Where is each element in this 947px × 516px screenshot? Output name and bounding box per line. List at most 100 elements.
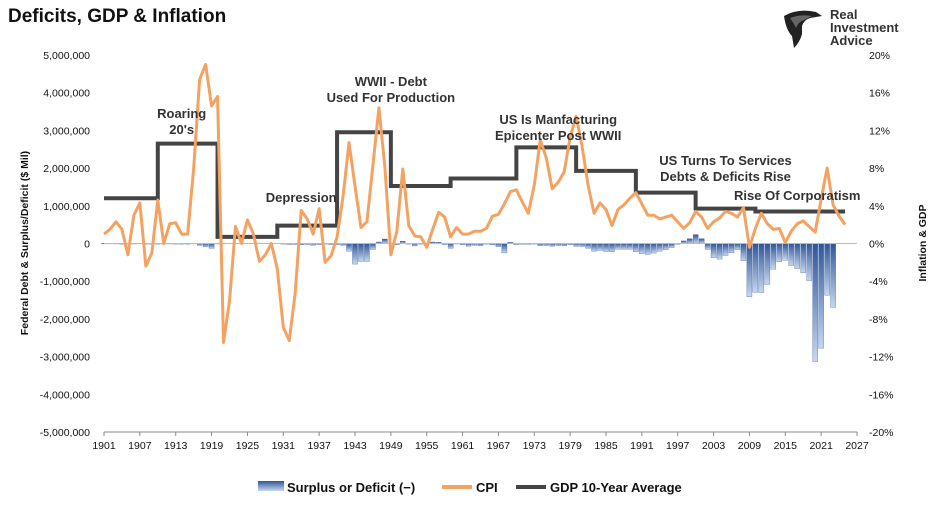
deficit-bar — [698, 238, 705, 244]
deficit-bar — [627, 243, 633, 250]
deficit-bars — [101, 234, 836, 362]
deficit-bar — [704, 243, 711, 250]
x-tick-label: 1991 — [630, 440, 654, 452]
x-tick-label: 1967 — [487, 440, 511, 452]
series-lines — [103, 62, 847, 344]
deficit-bar — [770, 243, 777, 270]
deficit-bar — [752, 243, 759, 293]
y-left-tick-label: -4,000,000 — [40, 389, 90, 401]
y-left-tick-label: -5,000,000 — [40, 427, 90, 439]
brand-name: Real Investment Advice — [830, 7, 899, 48]
legend-label-deficit: Surplus or Deficit (−) — [287, 480, 415, 495]
deficit-bar — [818, 243, 824, 349]
legend-swatch-deficit — [258, 481, 284, 491]
x-tick-label: 2021 — [809, 440, 833, 452]
x-tick-label: 1901 — [92, 440, 116, 452]
deficit-bar — [657, 243, 663, 252]
x-tick-label: 1937 — [307, 440, 331, 452]
deficit-bar — [663, 243, 669, 250]
deficit-bar — [806, 243, 812, 281]
y-right-tick-label: 0% — [869, 239, 884, 251]
deficit-bar — [716, 243, 723, 260]
x-tick-label: 1997 — [666, 440, 690, 452]
deficit-bar — [669, 243, 675, 248]
gdp-10yr-avg-line — [104, 130, 846, 239]
deficit-bar — [776, 243, 783, 262]
deficit-bar — [352, 243, 358, 265]
deficit-bar — [603, 243, 609, 252]
deficit-bar — [615, 243, 621, 250]
deficit-bar — [740, 243, 747, 261]
deficit-bar — [710, 243, 717, 258]
cpi-line — [103, 62, 847, 344]
annotation-label: US Is Manfacturing Epicenter Post WWII — [495, 112, 621, 143]
y-right-tick-label: 16% — [869, 88, 890, 100]
y-axis-left-label: Federal Debt & Surplus/Deficit ($ Mil) — [19, 151, 31, 335]
deficit-bar — [734, 243, 741, 250]
legend-label-gdp: GDP 10-Year Average — [550, 480, 682, 495]
deficit-bar — [447, 243, 454, 249]
deficit-bar — [639, 243, 645, 254]
y-left-tick-label: 0 — [84, 239, 90, 251]
y-right-tick-label: -12% — [869, 352, 894, 364]
annotations: Roaring 20's Depression WWII - Debt Used For… — [157, 74, 860, 205]
legend-label-cpi: CPI — [476, 480, 498, 495]
deficit-bar — [382, 238, 388, 244]
annotation-label: Depression — [266, 190, 337, 205]
y-right-tick-label: -4% — [869, 276, 888, 288]
legend: Surplus or Deficit (−) CPI GDP 10-Year A… — [258, 480, 682, 495]
x-tick-label: 1907 — [128, 440, 152, 452]
y-left-tick-label: 1,000,000 — [43, 201, 90, 213]
deficit-bar — [358, 243, 364, 262]
y-axis-right-label: Inflation & GDP — [917, 205, 929, 282]
brand-logo: Real Investment Advice — [780, 6, 920, 50]
deficit-bar — [800, 243, 806, 274]
annotation-label: US Turns To Services Debts & Deficits Ris… — [659, 153, 791, 184]
deficit-bar — [686, 238, 693, 244]
y-right-tick-label: 4% — [869, 201, 884, 213]
axes: 1901 1907 1913 1919 1925 1931 1937 1943 1949 1955… — [40, 50, 894, 452]
annotation-label: Roaring 20's — [157, 106, 206, 137]
y-left-tick-label: 3,000,000 — [43, 125, 90, 137]
deficit-bar — [651, 243, 657, 254]
x-tick-label: 1985 — [594, 440, 618, 452]
deficit-bar — [370, 243, 376, 250]
deficit-bar — [782, 243, 788, 261]
x-tick-label: 2027 — [845, 440, 869, 452]
x-tick-label: 2003 — [702, 440, 726, 452]
deficit-bar — [364, 243, 370, 262]
annotation-label: WWII - Debt Used For Production — [327, 74, 456, 105]
deficit-bar — [597, 243, 603, 251]
deficit-bar — [609, 243, 615, 252]
x-tick-label: 1931 — [272, 440, 296, 452]
y-left-tick-label: -2,000,000 — [40, 314, 90, 326]
deficit-bar — [764, 243, 771, 285]
deficit-bar — [692, 234, 699, 244]
x-tick-label: 1943 — [343, 440, 367, 452]
y-right-tick-label: -16% — [869, 389, 894, 401]
y-right-tick-label: -20% — [869, 427, 894, 439]
deficit-bar — [788, 243, 794, 266]
x-tick-label: 2009 — [738, 440, 762, 452]
deficit-bar — [208, 243, 215, 249]
y-left-tick-label: 2,000,000 — [43, 163, 90, 175]
y-right-tick-label: 8% — [869, 163, 884, 175]
deficit-bar — [746, 243, 753, 297]
deficit-bar — [722, 243, 729, 256]
deficit-bar — [645, 243, 651, 255]
deficit-bar — [728, 243, 735, 254]
deficit-bar — [346, 243, 352, 252]
deficit-bar — [501, 243, 508, 254]
deficit-bar — [202, 243, 209, 248]
deficit-bar — [633, 243, 639, 252]
deficit-bar — [830, 243, 836, 308]
y-left-tick-label: 4,000,000 — [43, 88, 90, 100]
y-right-tick-label: -8% — [869, 314, 888, 326]
y-left-tick-label: -3,000,000 — [40, 352, 90, 364]
y-left-tick-label: -1,000,000 — [40, 276, 90, 288]
annotation-label: Rise Of Corporatism — [734, 188, 860, 203]
eagle-icon — [784, 10, 822, 49]
deficit-bar — [812, 243, 818, 362]
y-left-tick-label: 5,000,000 — [43, 50, 90, 62]
